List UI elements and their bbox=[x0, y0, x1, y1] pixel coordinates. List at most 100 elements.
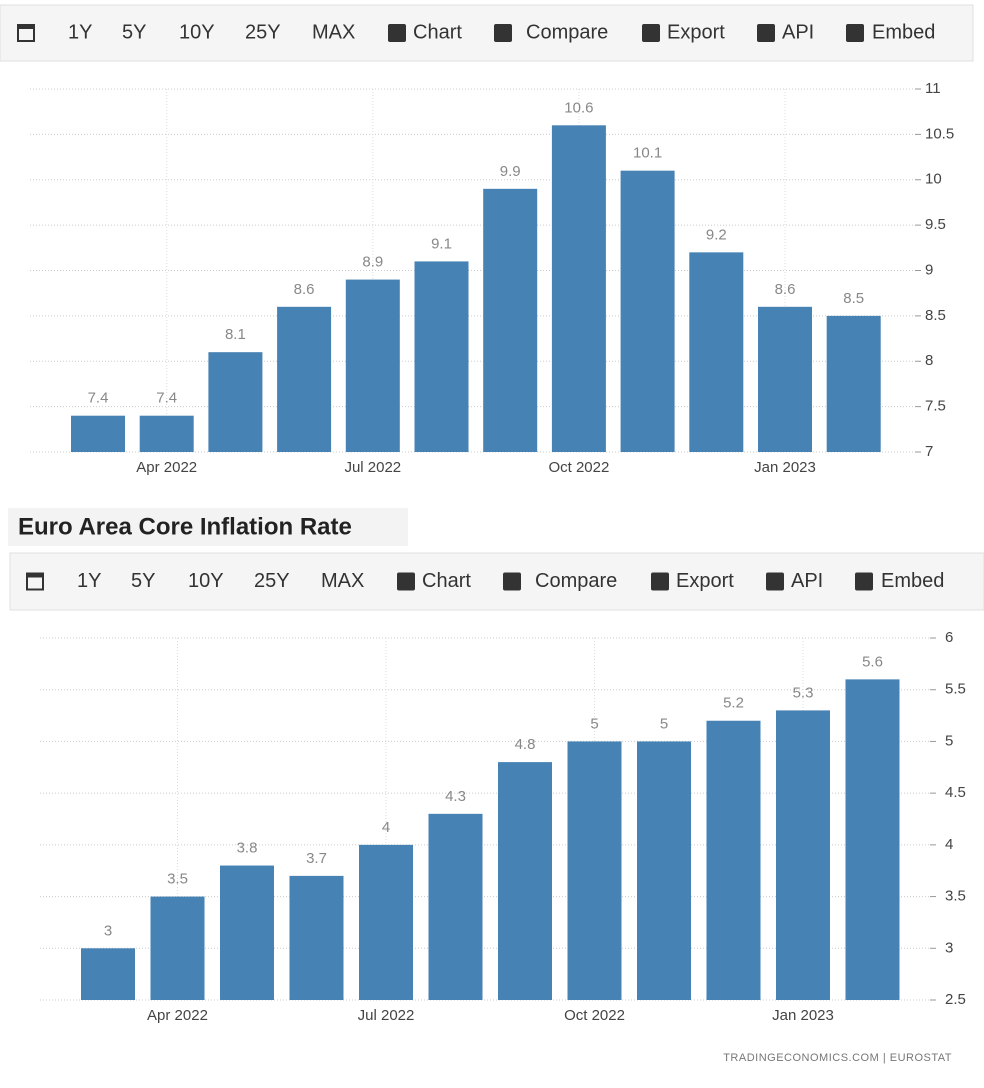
toolbar-button[interactable]: API bbox=[791, 570, 823, 592]
toolbar bbox=[0, 4, 974, 62]
value-label: 4 bbox=[382, 819, 390, 836]
value-label: 8.6 bbox=[775, 281, 796, 298]
toolbar-button[interactable]: Embed bbox=[872, 21, 935, 43]
calendar-icon-face bbox=[28, 577, 42, 589]
toolbar-icon[interactable] bbox=[766, 572, 784, 591]
toolbar-button[interactable]: 25Y bbox=[245, 21, 281, 43]
toolbar-button[interactable]: Compare bbox=[526, 21, 608, 43]
value-label: 9.9 bbox=[500, 163, 521, 180]
bar bbox=[428, 813, 483, 1000]
toolbar-button[interactable]: Chart bbox=[422, 570, 471, 592]
y-tick-label: 2.5 bbox=[945, 991, 966, 1008]
toolbar-button[interactable]: Embed bbox=[881, 570, 944, 592]
y-tick-label: 5 bbox=[945, 732, 953, 749]
toolbar-button[interactable]: Export bbox=[667, 21, 725, 43]
x-tick-label: Apr 2022 bbox=[147, 1007, 208, 1024]
toolbar-icon[interactable] bbox=[855, 572, 873, 591]
value-label: 8.5 bbox=[843, 290, 864, 307]
toolbar-button[interactable]: MAX bbox=[321, 570, 364, 592]
toolbar-button[interactable]: API bbox=[782, 21, 814, 43]
bar bbox=[139, 415, 194, 452]
toolbar-icon[interactable] bbox=[642, 24, 660, 42]
value-label: 5.2 bbox=[723, 695, 744, 712]
y-tick-label: 3 bbox=[945, 939, 953, 956]
value-label: 9.1 bbox=[431, 235, 452, 252]
x-tick-label: Apr 2022 bbox=[136, 459, 197, 476]
x-tick-label: Oct 2022 bbox=[564, 1007, 625, 1024]
toolbar-icon[interactable] bbox=[503, 572, 521, 591]
toolbar-button[interactable]: MAX bbox=[312, 21, 355, 43]
bar bbox=[483, 188, 538, 452]
y-tick-label: 11 bbox=[925, 80, 941, 97]
y-tick-label: 8 bbox=[925, 352, 933, 369]
value-label: 9.2 bbox=[706, 226, 727, 243]
toolbar-button[interactable]: Compare bbox=[535, 570, 617, 592]
value-label: 7.4 bbox=[88, 390, 109, 407]
toolbar-icon[interactable] bbox=[651, 572, 669, 591]
bar bbox=[71, 415, 125, 452]
y-tick-label: 3.5 bbox=[945, 888, 966, 905]
value-label: 7.4 bbox=[156, 390, 177, 407]
value-label: 8.1 bbox=[225, 326, 246, 343]
value-label: 8.6 bbox=[294, 281, 315, 298]
source: TRADINGECONOMICS.COM | EUROSTAT bbox=[723, 1052, 952, 1064]
toolbar-button[interactable]: 25Y bbox=[254, 570, 290, 592]
y-tick-label: 9 bbox=[925, 261, 933, 278]
x-tick-label: Jul 2022 bbox=[344, 459, 401, 476]
y-tick-label: 5.5 bbox=[945, 681, 966, 698]
toolbar-button[interactable]: 10Y bbox=[179, 21, 215, 43]
toolbar-button[interactable]: 5Y bbox=[131, 570, 155, 592]
bar bbox=[414, 261, 469, 452]
bar bbox=[359, 844, 413, 1000]
title-background bbox=[8, 508, 408, 546]
toolbar bbox=[9, 552, 984, 611]
value-label: 5.3 bbox=[793, 684, 814, 701]
y-tick-label: 10.5 bbox=[925, 125, 954, 142]
value-label: 5 bbox=[590, 715, 598, 732]
y-tick-label: 6 bbox=[945, 629, 953, 646]
y-tick-label: 4 bbox=[945, 836, 953, 853]
toolbar-icon[interactable] bbox=[388, 24, 406, 42]
toolbar-icon[interactable] bbox=[397, 572, 415, 591]
toolbar-button[interactable]: 5Y bbox=[122, 21, 146, 43]
toolbar-icon[interactable] bbox=[757, 24, 775, 42]
bar bbox=[277, 306, 332, 452]
toolbar-button[interactable]: Export bbox=[676, 570, 734, 592]
value-label: 10.1 bbox=[633, 145, 662, 162]
y-tick-label: 7.5 bbox=[925, 398, 946, 415]
value-label: 3.5 bbox=[167, 871, 188, 888]
bar bbox=[689, 252, 744, 452]
bar bbox=[776, 710, 830, 1000]
x-tick-label: Jan 2023 bbox=[772, 1007, 834, 1024]
value-label: 4.3 bbox=[445, 788, 466, 805]
value-label: 3 bbox=[104, 922, 112, 939]
value-label: 3.8 bbox=[237, 840, 258, 857]
x-tick-label: Jan 2023 bbox=[754, 459, 816, 476]
value-label: 3.7 bbox=[306, 850, 327, 867]
value-label: 10.6 bbox=[564, 99, 593, 116]
bar bbox=[498, 762, 552, 1000]
chart-title: Euro Area Core Inflation Rate bbox=[18, 513, 352, 540]
toolbar-button[interactable]: 10Y bbox=[188, 570, 224, 592]
bar bbox=[551, 125, 606, 453]
y-tick-label: 9.5 bbox=[925, 216, 946, 233]
bar bbox=[208, 352, 263, 452]
y-tick-label: 8.5 bbox=[925, 307, 946, 324]
value-label: 5 bbox=[660, 715, 668, 732]
y-tick-label: 7 bbox=[925, 443, 933, 460]
bar bbox=[758, 306, 812, 452]
toolbar-button[interactable]: 1Y bbox=[68, 21, 92, 43]
bar bbox=[345, 279, 400, 452]
toolbar-icon[interactable] bbox=[846, 24, 864, 42]
toolbar-button[interactable]: Chart bbox=[413, 21, 462, 43]
bar bbox=[289, 875, 344, 1000]
x-tick-label: Jul 2022 bbox=[358, 1007, 415, 1024]
bar bbox=[637, 741, 691, 1000]
bar bbox=[81, 948, 135, 1000]
value-label: 8.9 bbox=[362, 254, 383, 271]
bar bbox=[220, 865, 274, 1000]
toolbar-icon[interactable] bbox=[494, 24, 512, 42]
toolbar-button[interactable]: 1Y bbox=[77, 570, 101, 592]
